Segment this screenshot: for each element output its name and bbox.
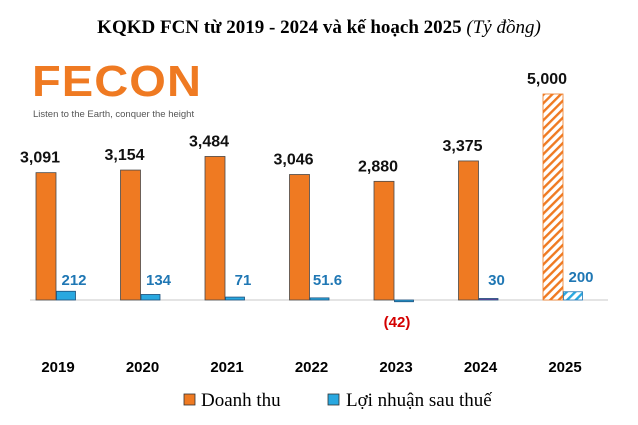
bar-revenue-2024: [458, 160, 479, 301]
bar-profit-2021: [225, 296, 245, 301]
profit-label-2022: 51.6: [313, 272, 342, 289]
category-label-2025: 2025: [548, 359, 581, 376]
bar-profit-2023: [394, 299, 414, 303]
revenue-label-2019: 3,091: [20, 150, 60, 167]
bar-revenue-2025: [542, 93, 564, 301]
bars: [35, 93, 583, 303]
legend-swatch-revenue: [183, 393, 196, 406]
revenue-label-2021: 3,484: [189, 133, 229, 150]
profit-label-2024: 30: [488, 272, 505, 289]
profit-label-2019: 212: [61, 272, 86, 289]
bar-profit-2024: [478, 298, 499, 301]
chart-title: KQKD FCN từ 2019 - 2024 và kế hoạch 2025…: [97, 17, 541, 38]
bar-profit-2020: [140, 294, 161, 301]
bar-revenue-2022: [289, 174, 310, 301]
profit-label-2023: (42): [384, 314, 411, 331]
logo-tagline: Listen to the Earth, conquer the height: [33, 109, 194, 120]
profit-label-2020: 134: [146, 272, 172, 289]
revenue-label-2025: 5,000: [527, 71, 567, 88]
legend-swatch-profit: [327, 393, 340, 406]
bar-profit-2025: [563, 291, 583, 301]
legend-label-profit: Lợi nhuận sau thuế: [346, 390, 492, 411]
bar-revenue-2023: [373, 180, 395, 301]
bar-revenue-2021: [204, 156, 226, 301]
profit-label-2025: 200: [568, 269, 593, 286]
bar-revenue-2020: [120, 169, 141, 301]
profit-label-2021: 71: [235, 272, 252, 289]
revenue-label-2023: 2,880: [358, 158, 398, 175]
fecon-logo: FECON Listen to the Earth, conquer the h…: [32, 57, 202, 120]
category-label-2022: 2022: [295, 359, 328, 376]
revenue-label-2024: 3,375: [442, 138, 482, 155]
value-labels: 3,091 212 3,154 134 3,484 71 3,046 51.6 2,880 (42…: [20, 71, 594, 331]
category-label-2024: 2024: [464, 359, 498, 376]
revenue-label-2020: 3,154: [104, 147, 144, 164]
logo-text: FECON: [32, 57, 202, 106]
category-label-2020: 2020: [126, 359, 159, 376]
bar-profit-2019: [56, 290, 76, 301]
category-label-2021: 2021: [210, 359, 243, 376]
bar-revenue-2019: [35, 172, 57, 301]
revenue-label-2022: 3,046: [273, 152, 313, 169]
legend: Doanh thu Lợi nhuận sau thuế: [183, 390, 492, 411]
bar-profit-2022: [309, 297, 330, 301]
category-label-2019: 2019: [41, 359, 74, 376]
category-labels: 2019 2020 2021 2022 2023 2024 2025: [41, 359, 581, 376]
category-label-2023: 2023: [379, 359, 412, 376]
legend-label-revenue: Doanh thu: [201, 390, 281, 411]
